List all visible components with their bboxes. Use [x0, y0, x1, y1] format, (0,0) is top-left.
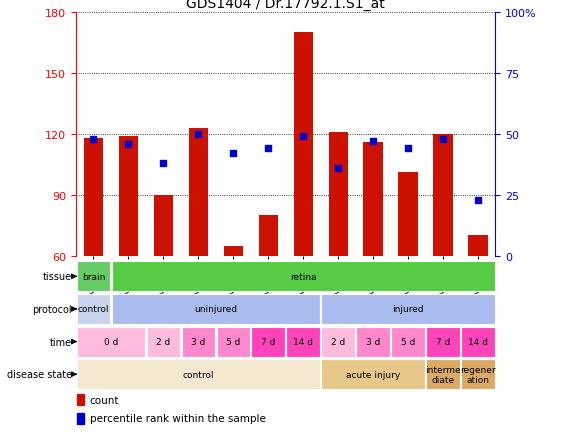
Text: 2 d: 2 d: [331, 337, 345, 346]
Bar: [426, 327, 460, 357]
Text: control: control: [78, 305, 109, 314]
Point: [194, 131, 203, 138]
Text: 3 d: 3 d: [366, 337, 380, 346]
Text: 5 d: 5 d: [226, 337, 240, 346]
Bar: [426, 359, 460, 389]
Bar: [399, 173, 418, 256]
Bar: [146, 327, 180, 357]
Bar: [329, 132, 348, 256]
Bar: [181, 327, 215, 357]
Bar: [189, 128, 208, 256]
Text: interme
diate: interme diate: [425, 365, 461, 384]
Bar: [154, 195, 173, 256]
Bar: [356, 327, 390, 357]
Bar: [77, 262, 110, 292]
Bar: [461, 359, 495, 389]
Bar: [84, 138, 103, 256]
Point: [263, 146, 272, 153]
Text: 14 d: 14 d: [468, 337, 488, 346]
Bar: [468, 236, 488, 256]
Point: [89, 136, 98, 143]
Bar: [77, 327, 145, 357]
Bar: [252, 327, 285, 357]
Bar: [77, 359, 320, 389]
Bar: [461, 327, 495, 357]
Text: 2 d: 2 d: [157, 337, 171, 346]
Title: GDS1404 / Dr.17792.1.S1_at: GDS1404 / Dr.17792.1.S1_at: [186, 0, 385, 10]
Text: time: time: [50, 337, 72, 347]
Bar: [391, 327, 425, 357]
Bar: [77, 413, 84, 424]
Bar: [119, 137, 138, 256]
Text: 7 d: 7 d: [261, 337, 275, 346]
Point: [229, 151, 238, 158]
Point: [473, 197, 482, 204]
Text: disease state: disease state: [7, 369, 72, 379]
Bar: [77, 395, 84, 405]
Bar: [287, 327, 320, 357]
Text: brain: brain: [82, 272, 105, 281]
Text: 3 d: 3 d: [191, 337, 205, 346]
Text: 14 d: 14 d: [293, 337, 313, 346]
Text: control: control: [182, 370, 214, 379]
Text: 0 d: 0 d: [104, 337, 118, 346]
Bar: [321, 327, 355, 357]
Point: [404, 146, 413, 153]
Text: uninjured: uninjured: [194, 305, 238, 314]
Bar: [293, 33, 313, 256]
Bar: [224, 246, 243, 256]
Bar: [321, 359, 425, 389]
Text: acute injury: acute injury: [346, 370, 400, 379]
Bar: [258, 216, 278, 256]
Text: retina: retina: [290, 272, 316, 281]
Text: regener
ation: regener ation: [460, 365, 496, 384]
Bar: [321, 294, 495, 324]
Text: count: count: [90, 395, 119, 405]
Point: [334, 165, 343, 172]
Bar: [434, 135, 453, 256]
Text: 5 d: 5 d: [401, 337, 415, 346]
Point: [369, 138, 378, 145]
Point: [439, 136, 448, 143]
Bar: [77, 294, 110, 324]
Point: [159, 160, 168, 167]
Bar: [111, 294, 320, 324]
Text: protocol: protocol: [32, 304, 72, 314]
Bar: [217, 327, 250, 357]
Text: tissue: tissue: [43, 272, 72, 282]
Point: [299, 134, 308, 141]
Text: 7 d: 7 d: [436, 337, 450, 346]
Text: percentile rank within the sample: percentile rank within the sample: [90, 413, 266, 423]
Bar: [364, 143, 383, 256]
Text: injured: injured: [392, 305, 424, 314]
Point: [124, 141, 133, 148]
